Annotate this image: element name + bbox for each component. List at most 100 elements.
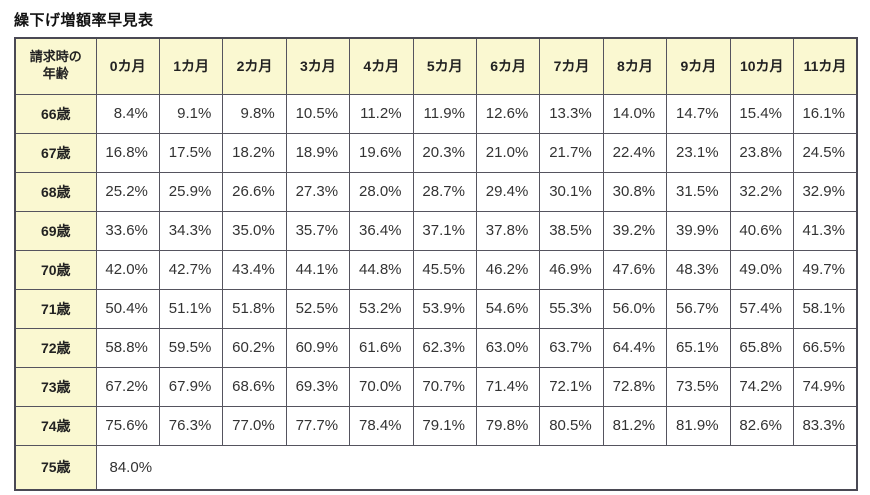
rate-cell: 65.8% [729,327,794,368]
rate-cell: 39.2% [602,210,668,251]
rate-cell: 23.8% [729,132,794,173]
rate-cell: 37.1% [412,210,477,251]
column-header-month: 4カ月 [349,37,414,95]
rate-cell: 11.2% [349,93,414,134]
rate-cell: 46.9% [539,249,604,290]
rate-cell: 10.5% [285,93,351,134]
rate-cell: 20.3% [412,132,477,173]
rate-cell: 14.7% [666,93,731,134]
rate-cell: 58.8% [95,327,160,368]
row-age-label: 72歳 [14,327,97,368]
rate-cell: 25.2% [95,171,160,212]
rate-cell: 48.3% [666,249,731,290]
table-row: 71歳 50.4% 51.1% 51.8% 52.5% 53.2% 53.9% 54.6% 55… [14,288,858,329]
column-header-month: 6カ月 [475,37,541,95]
row-age-label: 75歳 [14,444,97,491]
rate-cell: 28.7% [412,171,477,212]
rate-cell: 46.2% [475,249,541,290]
rate-cell: 15.4% [729,93,794,134]
rate-cell: 34.3% [158,210,224,251]
rate-cell: 58.1% [792,288,858,329]
rate-cell: 31.5% [666,171,731,212]
rate-cell: 51.8% [222,288,287,329]
column-header-month: 0カ月 [95,37,160,95]
table-row: 75歳 84.0% [14,444,858,491]
rate-cell: 40.6% [729,210,794,251]
rate-cell: 57.4% [729,288,794,329]
rate-cell: 53.9% [412,288,477,329]
rate-cell: 66.5% [792,327,858,368]
rate-cell: 22.4% [602,132,668,173]
rate-cell: 18.9% [285,132,351,173]
rate-cell: 54.6% [475,288,541,329]
rate-cell: 14.0% [602,93,668,134]
corner-header-line2: 年齢 [42,66,69,82]
rate-cell: 38.5% [539,210,604,251]
rate-cell: 80.5% [539,405,604,446]
table-row: 68歳 25.2% 25.9% 26.6% 27.3% 28.0% 28.7% 29.4% 30… [14,171,858,212]
rate-cell: 42.7% [158,249,224,290]
rate-cell: 83.3% [792,405,858,446]
column-header-month: 3カ月 [285,37,351,95]
rate-cell: 74.2% [729,366,794,407]
rate-cell: 67.9% [158,366,224,407]
rate-cell: 9.1% [158,93,224,134]
rate-cell: 25.9% [158,171,224,212]
rate-cell: 21.0% [475,132,541,173]
rate-cell: 61.6% [349,327,414,368]
header-row: 請求時の 年齢 0カ月 1カ月 2カ月 3カ月 4カ月 5カ月 6カ月 7カ月 8カ月 9カ月 10… [14,37,858,95]
rate-cell: 77.7% [285,405,351,446]
rate-cell: 39.9% [666,210,731,251]
rate-cell: 76.3% [158,405,224,446]
table-row: 72歳 58.8% 59.5% 60.2% 60.9% 61.6% 62.3% 63.0% 63… [14,327,858,368]
rate-cell: 45.5% [412,249,477,290]
row-age-label: 73歳 [14,366,97,407]
rate-cell: 32.2% [729,171,794,212]
rate-cell: 16.8% [95,132,160,173]
rate-cell: 47.6% [602,249,668,290]
corner-header-line1: 請求時の [29,49,82,65]
deferred-increase-rate-table: 請求時の 年齢 0カ月 1カ月 2カ月 3カ月 4カ月 5カ月 6カ月 7カ月 8カ月 9カ月 10… [14,37,858,491]
rate-cell: 69.3% [285,366,351,407]
rate-cell: 81.9% [666,405,731,446]
rate-cell: 17.5% [158,132,224,173]
rate-cell: 56.7% [666,288,731,329]
rate-cell: 49.7% [792,249,858,290]
column-header-month: 2カ月 [222,37,287,95]
column-header-month: 10カ月 [729,37,794,95]
rate-cell: 9.8% [222,93,287,134]
rate-cell: 12.6% [475,93,541,134]
table-row: 73歳 67.2% 67.9% 68.6% 69.3% 70.0% 70.7% 71.4% 72… [14,366,858,407]
column-header-month: 8カ月 [602,37,668,95]
rate-cell: 37.8% [475,210,541,251]
rate-cell: 30.1% [539,171,604,212]
rate-cell: 74.9% [792,366,858,407]
rate-cell: 49.0% [729,249,794,290]
rate-cell: 79.1% [412,405,477,446]
rate-cell: 41.3% [792,210,858,251]
table-row: 70歳 42.0% 42.7% 43.4% 44.1% 44.8% 45.5% 46.2% 46… [14,249,858,290]
rate-cell: 44.1% [285,249,351,290]
rate-cell: 50.4% [95,288,160,329]
column-header-month: 11カ月 [792,37,858,95]
rate-cell: 63.7% [539,327,604,368]
rate-cell: 81.2% [602,405,668,446]
rate-cell: 52.5% [285,288,351,329]
rate-cell: 78.4% [349,405,414,446]
corner-header-age-at-claim: 請求時の 年齢 [14,37,97,95]
rate-cell: 13.3% [539,93,604,134]
rate-cell: 79.8% [475,405,541,446]
rate-cell: 60.2% [222,327,287,368]
rate-cell: 33.6% [95,210,160,251]
column-header-month: 1カ月 [158,37,224,95]
rate-cell: 70.0% [349,366,414,407]
rate-cell: 63.0% [475,327,541,368]
table-row: 74歳 75.6% 76.3% 77.0% 77.7% 78.4% 79.1% 79.8% 80… [14,405,858,446]
column-header-month: 5カ月 [412,37,477,95]
rate-cell: 19.6% [349,132,414,173]
rate-cell: 84.0% [95,444,858,491]
table-head: 請求時の 年齢 0カ月 1カ月 2カ月 3カ月 4カ月 5カ月 6カ月 7カ月 8カ月 9カ月 10… [14,37,858,95]
rate-cell: 62.3% [412,327,477,368]
rate-cell: 77.0% [222,405,287,446]
rate-cell: 59.5% [158,327,224,368]
